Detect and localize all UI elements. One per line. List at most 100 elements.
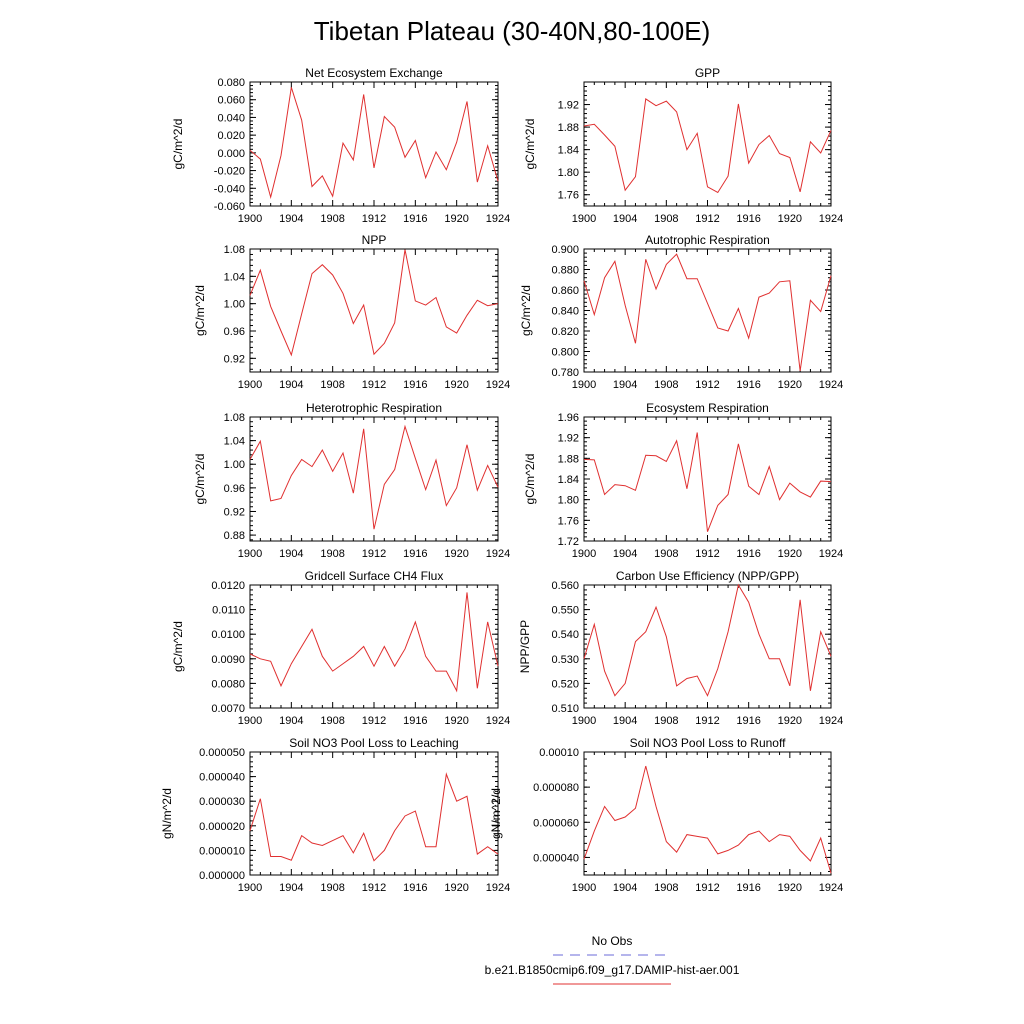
plot-frame (249, 416, 499, 542)
x-tick-label: 1912 (695, 379, 719, 391)
x-tick-label: 1912 (362, 882, 386, 894)
x-tick-label: 1920 (444, 882, 468, 894)
y-axis-label: gC/m^2/d (523, 454, 537, 505)
x-tick-label: 1920 (778, 548, 802, 560)
y-tick-label: 1.80 (558, 167, 579, 179)
y-tick-label: 1.92 (558, 100, 579, 112)
y-tick-label: 0.92 (224, 506, 245, 518)
y-tick-label: 1.96 (558, 412, 579, 424)
y-axis-label: gC/m^2/d (193, 285, 207, 336)
panel-1: GPP gC/m^2/d 1900 1904 1908 1912 1916 1920 1924 1… (523, 66, 843, 225)
panel-title: Soil NO3 Pool Loss to Leaching (289, 736, 458, 750)
panel-title: Carbon Use Efficiency (NPP/GPP) (616, 569, 799, 583)
panel-0: Net Ecosystem Exchange gC/m^2/d 1900 1904 19… (171, 66, 510, 225)
y-axis-label: NPP/GPP (518, 620, 532, 673)
series-line (583, 583, 832, 697)
y-tick-label: 0.800 (551, 347, 579, 359)
y-tick-label: 0.000010 (199, 845, 245, 857)
x-tick-label: 1924 (819, 379, 843, 391)
y-tick-label: 0.96 (224, 483, 245, 495)
x-tick-label: 1912 (695, 882, 719, 894)
plot-frame (583, 751, 832, 876)
y-tick-label: 1.00 (224, 459, 245, 471)
x-tick-label: 1900 (572, 379, 596, 391)
x-tick-label: 1920 (778, 213, 802, 225)
x-tick-label: 1908 (654, 213, 678, 225)
x-tick-label: 1900 (572, 715, 596, 727)
series-line (583, 253, 832, 372)
y-tick-label: 1.04 (224, 271, 245, 283)
x-tick-label: 1916 (736, 548, 760, 560)
x-tick-label: 1924 (486, 715, 510, 727)
y-tick-label: 1.04 (224, 436, 245, 448)
x-tick-label: 1908 (654, 715, 678, 727)
panel-3: Autotrophic Respiration gC/m^2/d 1900 1904 1… (519, 233, 843, 391)
x-tick-label: 1916 (736, 715, 760, 727)
x-tick-label: 1916 (736, 213, 760, 225)
x-tick-label: 1908 (320, 548, 344, 560)
y-tick-label: 0.900 (551, 244, 579, 256)
y-tick-label: 0.080 (217, 77, 245, 89)
plot-frame (249, 751, 499, 876)
y-axis-label: gC/m^2/d (523, 119, 537, 170)
y-tick-label: 0.560 (551, 580, 579, 592)
figure-title: Tibetan Plateau (30-40N,80-100E) (314, 16, 711, 46)
y-tick-label: 0.000030 (199, 796, 245, 808)
x-tick-label: 1900 (572, 882, 596, 894)
y-tick-label: 0.540 (551, 629, 579, 641)
y-axis-label: gC/m^2/d (171, 119, 185, 170)
plot-frame (583, 248, 832, 373)
y-tick-label: 0.000060 (533, 817, 579, 829)
x-tick-label: 1900 (238, 379, 262, 391)
x-tick-label: 1920 (444, 213, 468, 225)
x-tick-label: 1920 (778, 715, 802, 727)
x-tick-label: 1920 (778, 882, 802, 894)
y-axis-label: gC/m^2/d (519, 285, 533, 336)
y-tick-label: 0.530 (551, 654, 579, 666)
x-tick-label: 1904 (613, 213, 637, 225)
x-tick-label: 1916 (736, 379, 760, 391)
x-tick-label: 1908 (654, 882, 678, 894)
y-tick-label: 1.84 (558, 145, 579, 157)
y-axis-label: gN/m^2/d (489, 788, 503, 839)
y-tick-label: 1.00 (224, 299, 245, 311)
y-tick-label: 0.00010 (539, 747, 579, 759)
y-tick-label: 1.92 (558, 433, 579, 445)
panel-7: Carbon Use Efficiency (NPP/GPP) NPP/GPP 19… (518, 569, 843, 727)
x-tick-label: 1900 (238, 882, 262, 894)
panel-6: Gridcell Surface CH4 Flux gC/m^2/d 1900 190… (171, 569, 510, 727)
x-tick-label: 1924 (819, 213, 843, 225)
x-tick-label: 1904 (279, 213, 303, 225)
y-tick-label: 0.000080 (533, 782, 579, 794)
legend-label-no-obs: No Obs (592, 934, 633, 948)
x-tick-label: 1900 (572, 548, 596, 560)
x-tick-label: 1916 (403, 715, 427, 727)
series-line (249, 424, 499, 530)
y-tick-label: 0.0120 (211, 580, 245, 592)
y-tick-label: 0.040 (217, 112, 245, 124)
x-tick-label: 1912 (695, 213, 719, 225)
x-tick-label: 1924 (819, 548, 843, 560)
panel-title: Gridcell Surface CH4 Flux (305, 569, 444, 583)
x-tick-label: 1924 (819, 882, 843, 894)
y-tick-label: 0.000000 (199, 870, 245, 882)
x-tick-label: 1924 (819, 715, 843, 727)
y-tick-label: 1.72 (558, 536, 579, 548)
x-tick-label: 1908 (320, 379, 344, 391)
x-tick-label: 1908 (320, 213, 344, 225)
x-tick-label: 1904 (279, 882, 303, 894)
x-tick-label: 1900 (238, 715, 262, 727)
y-tick-label: 0.000040 (199, 772, 245, 784)
x-tick-label: 1916 (403, 882, 427, 894)
y-tick-label: 0.820 (551, 326, 579, 338)
panel-title: GPP (695, 66, 720, 80)
x-tick-label: 1908 (654, 548, 678, 560)
y-tick-label: -0.040 (214, 183, 245, 195)
y-tick-label: 0.000020 (199, 821, 245, 833)
x-tick-label: 1924 (486, 379, 510, 391)
y-tick-label: 0.0090 (211, 654, 245, 666)
x-tick-label: 1900 (238, 548, 262, 560)
y-tick-label: 1.76 (558, 515, 579, 527)
panels-grid: Net Ecosystem Exchange gC/m^2/d 1900 1904 19… (160, 66, 843, 894)
